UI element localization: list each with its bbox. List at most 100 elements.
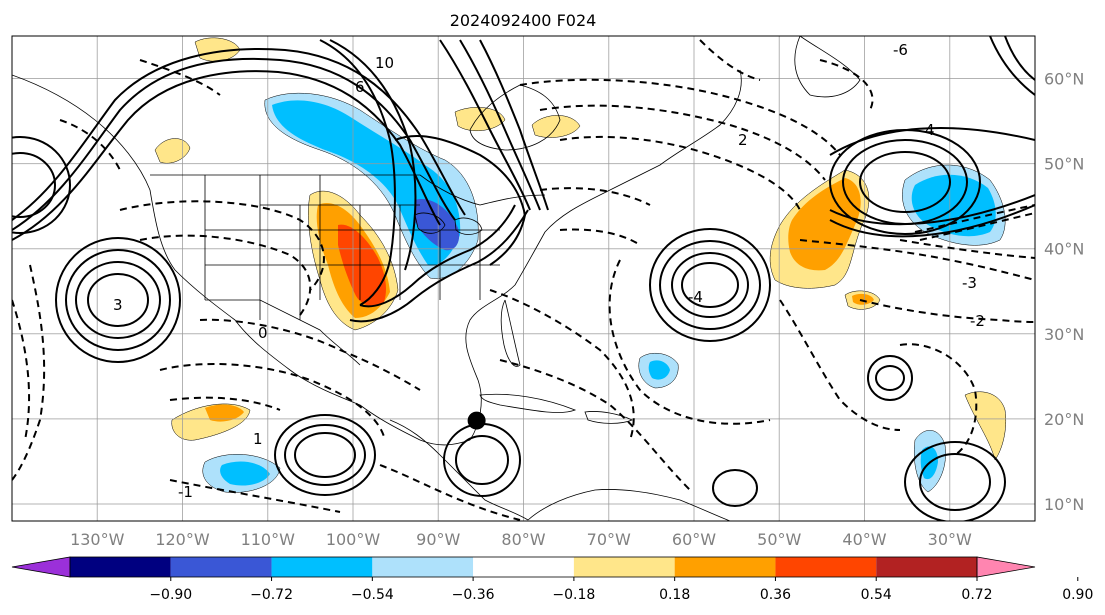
colorbar-segment <box>775 557 877 577</box>
longitude-tick-label: 30°W <box>928 530 972 549</box>
latitude-tick-label: 20°N <box>1044 410 1084 429</box>
contour-label: 4 <box>925 121 935 139</box>
contour-label: -3 <box>962 274 977 292</box>
latitude-tick-label: 50°N <box>1044 155 1084 174</box>
contour-low-nw-2 <box>12 152 56 218</box>
colorbar-tick-label: −0.72 <box>250 587 293 603</box>
latitude-tick-label: 10°N <box>1044 495 1084 514</box>
shade-red-central-us <box>338 224 386 307</box>
contour-dash-20 <box>914 204 1035 233</box>
contour-dash-23 <box>169 479 341 513</box>
contour-label: -4 <box>688 288 703 306</box>
contour-dash-18 <box>859 299 1035 323</box>
contour-low-pacific-4 <box>55 237 181 363</box>
contour-low-atlantic-2 <box>659 240 761 330</box>
colorbar-tick-label: 0.36 <box>760 587 791 603</box>
contour-low-pacific-3 <box>65 249 171 351</box>
longitude-tick-label: 80°W <box>501 530 545 549</box>
shade-orange-midatlantic <box>788 178 861 271</box>
contour-dash-04 <box>12 299 31 441</box>
map-panel: 10 6 4 3 2 1 0 -1 -2 -3 -4 -6 <box>11 35 1036 522</box>
contour-dash-08 <box>519 78 841 156</box>
contour-labels: 10 6 4 3 2 1 0 -1 -2 -3 -4 -6 <box>113 41 985 501</box>
longitude-tick-label: 120°W <box>155 530 210 549</box>
contour-label: 3 <box>113 296 123 314</box>
shade-yellow-west <box>154 138 191 164</box>
contour-label: 1 <box>253 430 263 448</box>
contour-dash-12 <box>559 228 641 246</box>
contour-dash-07 <box>199 318 421 391</box>
contour-low-pacific-2 <box>87 273 149 327</box>
shade-yellow-north2 <box>454 107 506 132</box>
latitude-labels: 10°N 20°N 30°N 40°N 50°N 60°N <box>1044 70 1084 514</box>
longitude-tick-label: 100°W <box>326 530 381 549</box>
contour-label: 6 <box>355 78 365 96</box>
colorbar-tick-label: 0.54 <box>861 587 892 603</box>
shade-yellow-north3 <box>531 115 581 138</box>
contour-dash-15 <box>608 259 771 425</box>
contour-solid-ne-jet-3 <box>829 204 1035 238</box>
colorbar-segment <box>271 557 373 577</box>
contour-dash-22 <box>379 464 521 521</box>
contour-low-epac-2 <box>294 432 356 478</box>
contour-dash-14 <box>499 359 691 491</box>
contour-dash-09 <box>539 104 826 181</box>
contour-solid-09 <box>439 39 531 211</box>
coast-hispaniola <box>584 411 633 424</box>
contour-solid-01 <box>12 57 456 231</box>
contour-dash-25 <box>699 39 761 81</box>
contour-dash-03 <box>12 264 46 481</box>
contour-dash-28 <box>59 119 121 171</box>
colorbar-segment <box>573 557 675 577</box>
contour-solid-04 <box>319 39 396 306</box>
contour-dash-10 <box>559 135 801 211</box>
contour-low-eatl-1 <box>904 441 1006 521</box>
colorbar-tick-label: 0.18 <box>659 587 690 603</box>
storm-position-marker <box>467 411 486 430</box>
colorbar-frame <box>69 556 978 578</box>
contour-low-subtrop-2 <box>875 365 905 391</box>
contour-solid-ne-corner-1 <box>989 36 1035 96</box>
contour-solid-ne-corner-2 <box>1004 36 1035 81</box>
coast-hudson <box>469 84 561 151</box>
contour-label: -1 <box>178 483 193 501</box>
colorbar-segment <box>473 557 574 577</box>
contour-lines <box>12 36 1035 521</box>
contour-low-atlantic-3 <box>649 228 771 342</box>
contour-dash-26 <box>819 59 874 111</box>
map-border <box>11 35 1036 522</box>
colorbar-segment <box>372 557 474 577</box>
shade-blue2-caribbean <box>648 360 670 380</box>
contour-solid-06 <box>359 204 516 308</box>
coast-central-america <box>389 419 529 521</box>
contour-solid-07 <box>349 209 529 323</box>
longitude-tick-label: 70°W <box>587 530 631 549</box>
colorbar-extend-high <box>976 556 1036 578</box>
contour-solid-11 <box>479 39 549 211</box>
latitude-tick-label: 60°N <box>1044 70 1084 89</box>
contour-solid-05 <box>329 39 417 271</box>
contour-solid-03 <box>12 70 441 241</box>
colorbar: −0.90 −0.72 −0.54 −0.36 −0.18 0.18 0.36 0.54 0.7… <box>11 556 1093 603</box>
colorbar-tick-label: −0.54 <box>351 587 394 603</box>
colorbar-tick-label: −0.90 <box>149 587 192 603</box>
colorbar-tick-label: 0.72 <box>961 587 992 603</box>
longitude-tick-label: 50°W <box>757 530 801 549</box>
contour-dash-17 <box>799 239 1035 281</box>
contour-solid-02 <box>12 47 466 221</box>
contour-low-epac-1 <box>284 424 366 486</box>
contour-low-epac-3 <box>274 414 376 496</box>
contour-dash-11 <box>539 187 651 206</box>
contour-low-atlantic-4 <box>681 262 739 308</box>
contour-label: -6 <box>893 41 908 59</box>
longitude-tick-label: 110°W <box>241 530 296 549</box>
latitude-tick-label: 40°N <box>1044 240 1084 259</box>
contour-dash-13 <box>489 289 635 441</box>
longitude-tick-label: 40°W <box>842 530 886 549</box>
contour-label: -2 <box>970 312 985 330</box>
contour-dash-19 <box>899 239 1035 259</box>
contour-dash-01 <box>119 200 325 291</box>
shade-darkblue-greatlakes <box>414 199 460 251</box>
contour-solid-ne-jet-2 <box>829 194 1035 226</box>
